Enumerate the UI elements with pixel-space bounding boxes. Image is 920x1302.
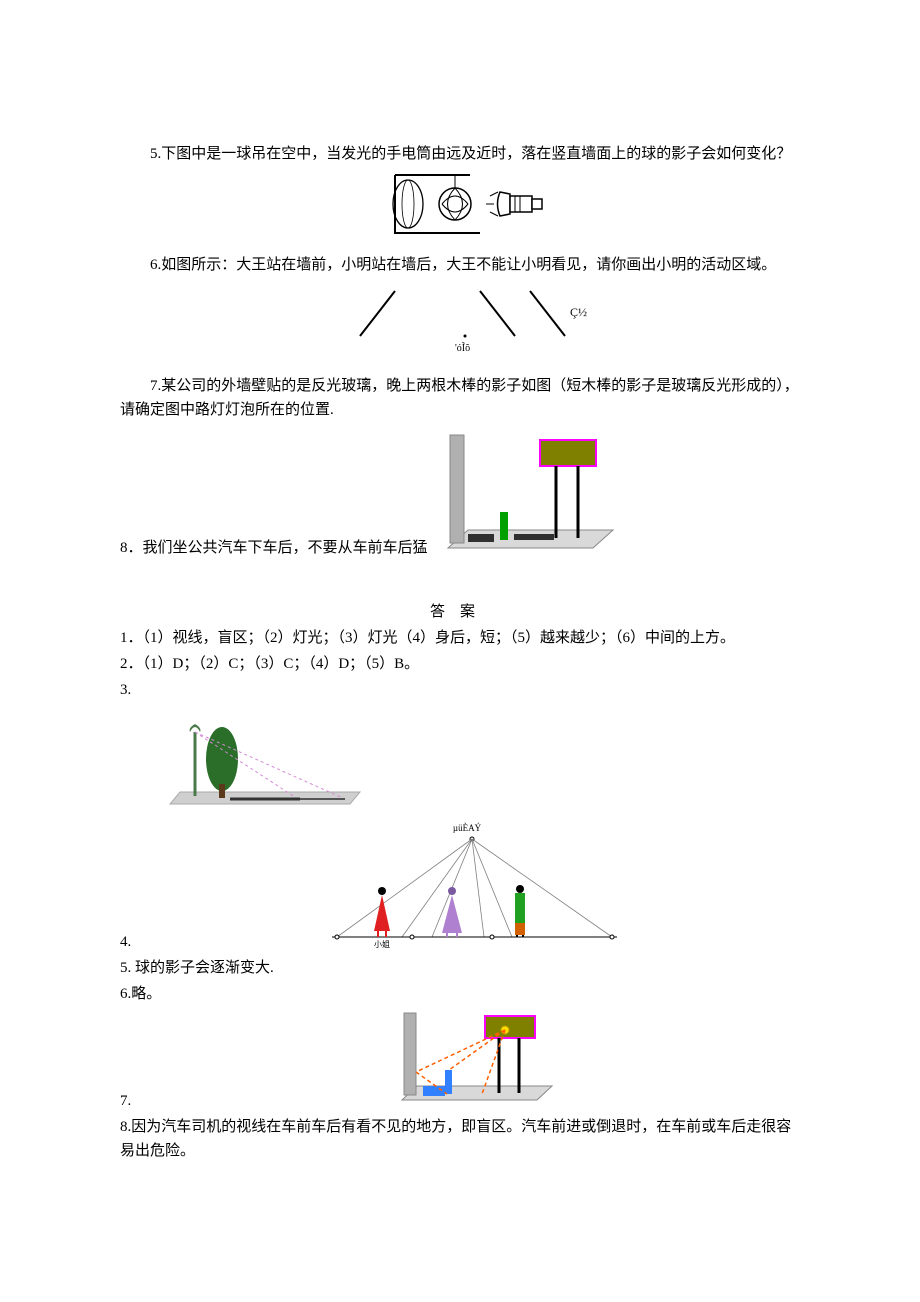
answer-6: 6.略。 [120,982,800,1006]
answer-3-label: 3. [120,678,800,702]
svg-text:µüÈAÝ: µüÈAÝ [453,823,482,833]
q8-and-q7-figure: 8．我们坐公共汽车下车后，不要从车前车后猛 [120,430,800,560]
q6-text: 6.如图所示：大王站在墙前，小明站在墙后，大王不能让小明看见，请你画出小明的活动… [120,253,800,277]
question-5: 5.下图中是一球吊在空中，当发光的手电筒由远及近时，落在竖直墙面上的球的影子会如… [120,142,800,245]
q7-text: 7.某公司的外墙壁贴的是反光玻璃，晚上两根木棒的影子如图（短木棒的影子是玻璃反光… [120,374,800,422]
q6-label-bottom: 'óĨõ [455,342,470,354]
q6-figure: Ç½ 'óĨõ [120,281,800,366]
answer-1: 1．（1）视线，盲区；（2）灯光；（3）灯光（4）身后，短；（5）越来越少；（6… [120,626,800,650]
question-7: 7.某公司的外墙壁贴的是反光玻璃，晚上两根木棒的影子如图（短木棒的影子是玻璃反光… [120,374,800,422]
question-6: 6.如图所示：大王站在墙前，小明站在墙后，大王不能让小明看见，请你画出小明的活动… [120,253,800,366]
answer-2: 2．（1）D；（2）C；（3）C；（4）D；（5）B。 [120,652,800,676]
answer-4-figure: µüÈAÝ [312,819,632,949]
answer-4-label: 4. [120,930,131,954]
answer-5: 5. 球的影子会逐渐变大. [120,956,800,980]
q5-figure [120,170,800,245]
answer-3-figure [120,704,800,819]
q7-figure [428,430,618,560]
svg-text:小姐: 小姐 [374,939,390,949]
answer-7-label: 7. [120,1089,131,1113]
answers-title: 答案 [120,600,800,624]
q6-label-right: Ç½ [570,305,587,319]
answer-8: 8.因为汽车司机的视线在车前车后有看不见的地方，即盲区。汽车前进或倒退时，在车前… [120,1115,800,1163]
answer-7-row: 7. [120,1008,800,1113]
q8-text: 8．我们坐公共汽车下车后，不要从车前车后猛 [120,536,428,560]
answer-4-row: 4. µüÈAÝ [120,819,800,954]
answer-7-figure [387,1008,557,1108]
q5-text: 5.下图中是一球吊在空中，当发光的手电筒由远及近时，落在竖直墙面上的球的影子会如… [120,142,800,166]
